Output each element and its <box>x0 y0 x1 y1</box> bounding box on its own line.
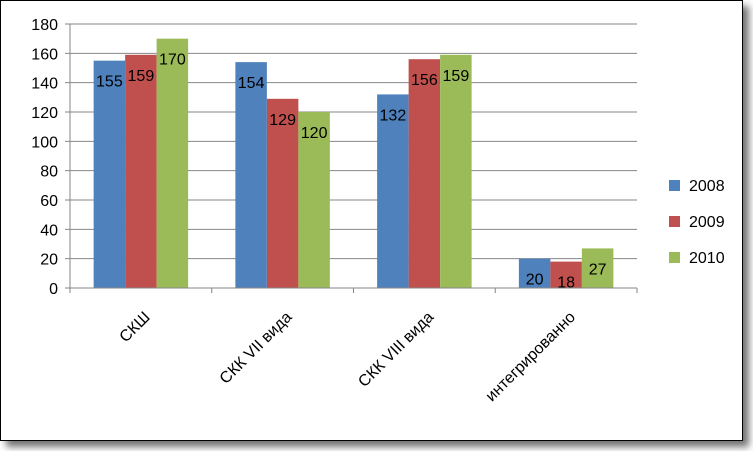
data-label: 159 <box>128 68 155 85</box>
data-label: 170 <box>159 52 186 69</box>
data-label: 159 <box>443 68 470 85</box>
bar-2010-0 <box>156 38 189 288</box>
data-label: 18 <box>557 275 575 292</box>
legend-swatch <box>669 180 680 191</box>
y-tick-label: 100 <box>31 134 58 151</box>
data-label: 156 <box>411 72 438 89</box>
legend-label: 2010 <box>689 250 725 267</box>
y-tick-labels: 0 20 40 60 80 100 120 140 160 180 <box>31 17 58 298</box>
y-tick-label: 40 <box>40 222 58 239</box>
data-label: 120 <box>301 125 328 142</box>
axes <box>65 23 638 293</box>
bar-2008-3 <box>518 258 551 288</box>
data-label: 132 <box>380 107 407 124</box>
bar-2009-3 <box>550 261 582 288</box>
y-tick-label: 80 <box>40 164 58 181</box>
bar-2009-1 <box>266 98 299 288</box>
data-label: 129 <box>269 112 296 129</box>
bar-2009-2 <box>408 59 441 289</box>
x-category-label: СКК VIII вида <box>355 309 437 391</box>
bar-2008-0 <box>93 60 126 288</box>
legend-label: 2009 <box>689 214 725 231</box>
y-tick-label: 160 <box>31 46 58 63</box>
y-tick-label: 120 <box>31 105 58 122</box>
legend-swatch <box>669 216 680 227</box>
y-tick-label: 20 <box>40 252 58 269</box>
x-category-label: СКШ <box>117 309 154 346</box>
legend: 2008 2009 2010 <box>669 178 725 267</box>
x-category-label: СКК VII вида <box>217 309 296 388</box>
bar-2009-0 <box>125 54 157 288</box>
legend-label: 2008 <box>689 178 725 195</box>
data-label: 27 <box>589 261 607 278</box>
data-label: 154 <box>238 75 265 92</box>
legend-swatch <box>669 252 680 263</box>
y-tick-label: 140 <box>31 76 58 93</box>
y-tick-label: 60 <box>40 193 58 210</box>
bars <box>93 38 614 289</box>
bar-2008-1 <box>235 62 267 289</box>
y-tick-label: 0 <box>49 281 58 298</box>
x-category-label: интегрированно <box>483 309 579 405</box>
data-label: 155 <box>96 74 123 91</box>
data-label: 20 <box>526 272 544 289</box>
bar-2010-2 <box>440 54 472 288</box>
x-category-labels: СКШ СКК VII вида СКК VIII вида интегрирован… <box>117 309 579 405</box>
bar-2010-3 <box>581 248 614 288</box>
bar-2008-2 <box>377 94 409 289</box>
y-tick-label: 180 <box>31 17 58 34</box>
bar-2010-1 <box>298 112 330 288</box>
